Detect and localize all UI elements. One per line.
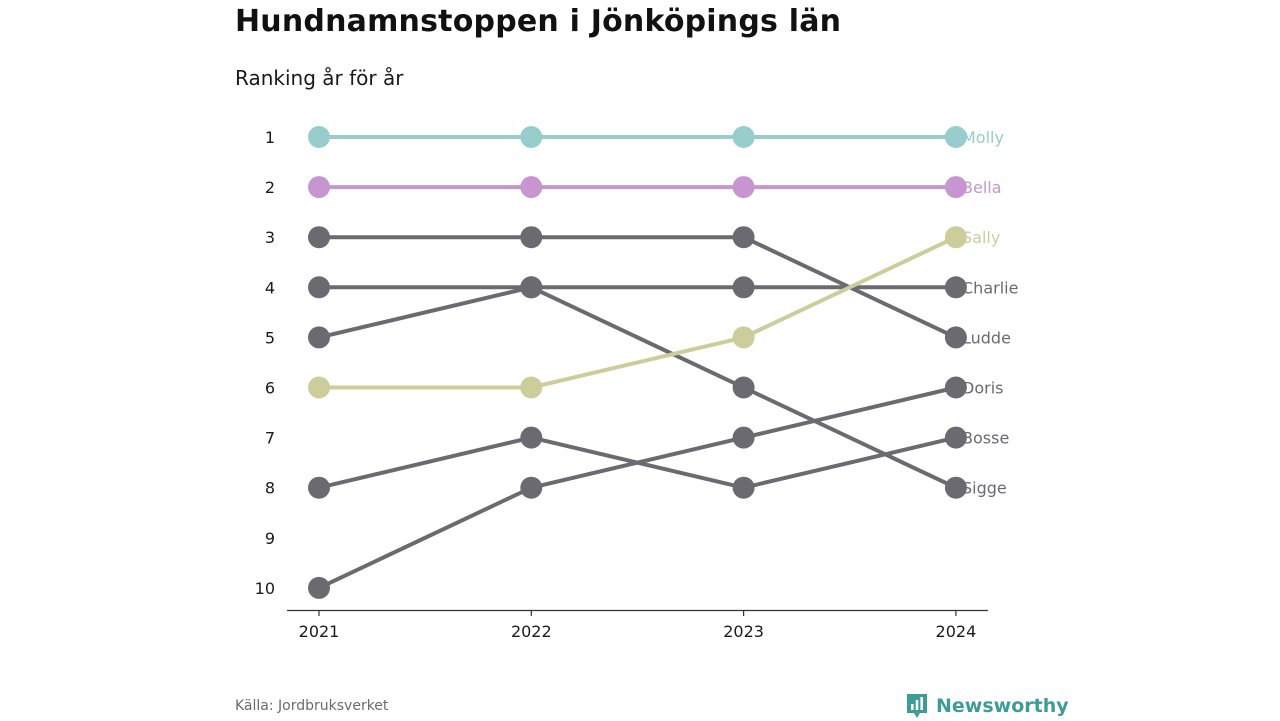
data-point-sally xyxy=(308,376,330,399)
source-note: Källa: Jordbruksverket xyxy=(235,698,389,714)
data-point-ludde xyxy=(520,226,543,249)
x-tick-label: 2024 xyxy=(936,622,977,641)
data-point-doris xyxy=(944,376,967,399)
data-point-doris xyxy=(520,476,543,499)
data-point-charlie xyxy=(944,276,967,299)
y-tick-label: 2 xyxy=(265,178,275,197)
x-tick-label: 2021 xyxy=(299,622,340,641)
data-point-sigge xyxy=(520,276,543,299)
data-point-bella xyxy=(732,176,755,199)
chart-title: Hundnamnstoppen i Jönköpings län xyxy=(235,4,842,39)
bar-chart-logo-icon xyxy=(907,694,927,718)
y-tick-label: 7 xyxy=(265,429,275,448)
y-tick-label: 4 xyxy=(265,278,275,297)
series-label-charlie: Charlie xyxy=(962,278,1018,297)
data-point-sigge xyxy=(732,376,755,399)
data-point-doris xyxy=(732,426,755,449)
data-point-ludde xyxy=(308,226,330,249)
brand-logo: Newsworthy xyxy=(905,691,1069,721)
data-point-bosse xyxy=(732,476,755,499)
data-point-ludde xyxy=(732,226,755,249)
data-point-molly xyxy=(944,126,967,148)
y-tick-label: 10 xyxy=(255,579,275,598)
data-point-sally xyxy=(944,226,967,249)
data-point-bosse xyxy=(944,426,967,449)
y-tick-label: 1 xyxy=(265,128,275,147)
series-line-sigge xyxy=(318,285,957,490)
series-line-bosse xyxy=(318,435,957,490)
series-label-sally: Sally xyxy=(962,228,1000,247)
y-tick-label: 6 xyxy=(265,379,275,398)
x-tick-label: 2023 xyxy=(723,622,764,641)
data-point-ludde xyxy=(944,326,967,349)
data-point-charlie xyxy=(732,276,755,299)
series-label-bella: Bella xyxy=(962,178,1002,197)
data-point-charlie xyxy=(308,276,330,299)
series-line-doris xyxy=(318,385,957,590)
series-label-doris: Doris xyxy=(962,379,1003,398)
chart-subtitle: Ranking år för år xyxy=(235,66,404,90)
series-line-sally xyxy=(319,235,957,390)
data-point-molly xyxy=(732,126,755,148)
x-tick-label: 2022 xyxy=(511,622,552,641)
data-point-sigge xyxy=(944,476,967,499)
y-tick-label: 8 xyxy=(265,479,275,498)
series-label-sigge: Sigge xyxy=(962,479,1007,498)
data-point-molly xyxy=(520,126,543,148)
y-tick-label: 3 xyxy=(265,228,275,247)
y-tick-label: 9 xyxy=(265,529,275,548)
series-label-bosse: Bosse xyxy=(962,429,1009,448)
series-label-ludde: Ludde xyxy=(962,328,1011,347)
data-point-bella xyxy=(520,176,543,199)
data-point-bosse xyxy=(520,426,543,449)
data-point-sigge xyxy=(308,326,330,349)
data-point-bella xyxy=(308,176,330,199)
series-label-molly: Molly xyxy=(962,128,1004,147)
data-point-doris xyxy=(308,576,330,599)
data-point-molly xyxy=(308,126,330,148)
data-point-sally xyxy=(520,376,543,399)
data-point-bosse xyxy=(308,476,330,499)
data-point-bella xyxy=(944,176,967,199)
y-tick-label: 5 xyxy=(265,328,275,347)
brand-name: Newsworthy xyxy=(936,695,1069,717)
data-point-sally xyxy=(732,326,755,349)
